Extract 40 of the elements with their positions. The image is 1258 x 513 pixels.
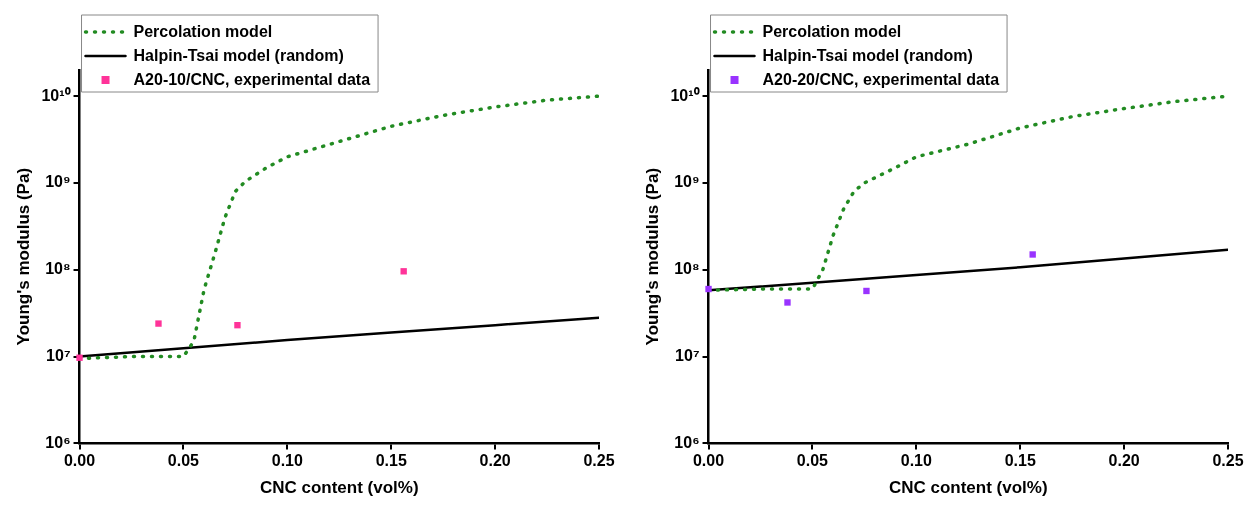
- point: [234, 322, 241, 329]
- point: [155, 320, 162, 327]
- y-tick-label: 10⁶: [45, 433, 71, 451]
- y-tick-label: 10⁶: [674, 433, 700, 451]
- point: [784, 299, 791, 306]
- x-tick-label: 0.20: [479, 452, 511, 470]
- point: [863, 287, 870, 295]
- point: [705, 285, 712, 293]
- x-tick-label: 0.05: [167, 452, 200, 470]
- x-tick-label: 0.10: [271, 452, 303, 470]
- x-tick-label: 0.20: [1108, 452, 1140, 470]
- x-tick-label: 0.15: [375, 452, 407, 470]
- y-tick-label: 10¹⁰: [670, 86, 700, 104]
- y-tick-label: 10⁸: [674, 260, 700, 278]
- y-axis-title: Young's modulus (Pa): [642, 167, 662, 346]
- point: [400, 268, 407, 275]
- point: [76, 354, 83, 361]
- x-tick-label: 0.25: [1212, 452, 1244, 470]
- legend-label: Percolation model: [133, 23, 273, 41]
- point: [1029, 251, 1036, 258]
- legend-label: Percolation model: [762, 23, 902, 41]
- y-axis-title: Young's modulus (Pa): [13, 167, 33, 346]
- y-tick-label: 10⁸: [45, 260, 71, 278]
- legend-label: A20-10/CNC, experimental data: [133, 71, 371, 89]
- legend-label: Halpin-Tsai model (random): [762, 47, 973, 65]
- y-tick-label: 10¹⁰: [41, 86, 71, 104]
- x-axis-title: CNC content (vol%): [259, 478, 419, 498]
- x-tick-label: 0.10: [900, 452, 932, 470]
- x-tick-label: 0.00: [692, 452, 725, 470]
- legend-label: A20-20/CNC, experimental data: [762, 71, 1000, 89]
- x-axis-title: CNC content (vol%): [888, 478, 1048, 498]
- y-tick-label: 10⁹: [674, 173, 700, 191]
- x-tick-label: 0.25: [583, 452, 615, 470]
- x-tick-label: 0.05: [796, 452, 829, 470]
- x-tick-label: 0.00: [63, 452, 96, 470]
- legend-label: Halpin-Tsai model (random): [133, 47, 344, 65]
- y-tick-label: 10⁷: [46, 346, 71, 364]
- x-tick-label: 0.15: [1004, 452, 1036, 470]
- y-tick-label: 10⁷: [675, 346, 700, 364]
- y-tick-label: 10⁹: [45, 173, 71, 191]
